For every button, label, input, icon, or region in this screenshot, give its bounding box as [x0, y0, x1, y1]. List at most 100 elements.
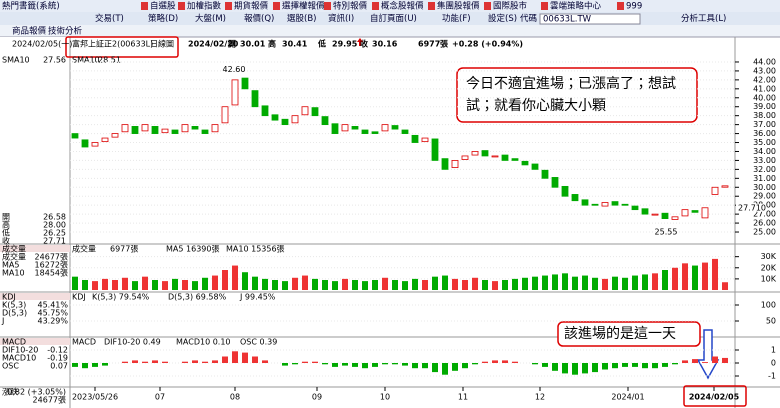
quote-volume: 6977 — [418, 40, 440, 49]
bookmark[interactable]: 自選股 — [150, 1, 176, 12]
osc-bar — [302, 361, 308, 363]
panel-header: J 99.45% — [239, 293, 276, 302]
volume-bar — [492, 281, 498, 290]
panel-label: 成交量 — [2, 252, 26, 262]
candle — [591, 203, 599, 206]
y-tick-label: 37.00 — [753, 120, 776, 129]
y-tick-label: 36.00 — [753, 129, 776, 138]
candle — [411, 134, 419, 143]
osc-bar — [722, 357, 728, 363]
menu-item[interactable]: 選股(B) — [287, 13, 316, 24]
osc-bar — [452, 363, 458, 371]
volume-bar — [272, 280, 278, 290]
volume-bar — [212, 275, 218, 290]
candle — [581, 199, 589, 206]
panel-value: 18454張 — [35, 269, 68, 278]
volume-bar — [282, 281, 288, 290]
candle — [231, 79, 239, 106]
candle — [151, 126, 159, 134]
y-tick-label: 44.00 — [753, 57, 776, 66]
osc-bar — [92, 363, 98, 367]
volume-bar — [382, 277, 388, 290]
panel-value: -0.19 — [47, 354, 68, 363]
panel-title-bg — [0, 245, 70, 252]
volume-bar — [362, 281, 368, 290]
y-tick-label: 35.00 — [753, 138, 776, 147]
bookmark-bar — [0, 0, 780, 12]
bookmark[interactable]: 期貨報價 — [234, 1, 269, 12]
osc-bar — [542, 363, 548, 367]
candle — [161, 128, 169, 134]
quote-volume-unit: 張 — [440, 40, 449, 49]
symbol-label: 代碼 — [520, 13, 538, 24]
volume-bar — [512, 278, 518, 290]
note-box — [456, 67, 698, 123]
menu-item[interactable]: 大盤(M) — [195, 13, 226, 24]
y-tick-label: 33.00 — [753, 156, 776, 165]
menu-item[interactable]: 資訊(I) — [328, 13, 354, 24]
x-tick-label: 07 — [155, 393, 165, 402]
panel-title: KDJ — [2, 293, 16, 302]
panel-title: MACD — [2, 338, 26, 347]
bookmark[interactable]: 概念股報價 — [381, 1, 424, 12]
osc-bar — [712, 356, 718, 363]
bookmark[interactable]: 999 — [626, 2, 642, 12]
bookmark[interactable]: 雲端策略中心 — [550, 1, 602, 12]
menu-item[interactable]: 功能(F) — [442, 13, 471, 24]
tab[interactable]: 商品報價 — [12, 26, 47, 37]
osc-bar — [532, 363, 538, 365]
osc-bar — [162, 361, 168, 363]
osc-bar — [262, 360, 268, 363]
osc-bar — [592, 363, 598, 373]
osc-bar — [232, 351, 238, 363]
menu-item[interactable]: 報價(Q) — [244, 14, 274, 24]
panel-label: OSC — [2, 362, 19, 371]
volume-bar — [702, 262, 708, 290]
volume-bar — [302, 275, 308, 290]
candle — [331, 123, 339, 134]
candle — [521, 160, 529, 166]
tab[interactable]: 技術分析 — [48, 26, 83, 37]
menu-item[interactable]: 自訂頁面(U) — [370, 13, 417, 24]
bookmark[interactable]: 特別報價 — [333, 1, 368, 12]
tools-menu[interactable]: 分析工具(L) — [681, 13, 726, 24]
x-tick-label: 11 — [458, 393, 468, 402]
sma-value: 28.51 — [98, 56, 121, 65]
bookmark[interactable]: 集團股報價 — [437, 1, 480, 12]
panel-title-bg — [0, 293, 70, 300]
panel-header: D(5,3) 69.58% — [168, 293, 227, 302]
volume-bar — [472, 277, 478, 290]
y-tick-label: 0 — [771, 359, 776, 368]
osc-bar — [132, 360, 138, 363]
osc-bar — [432, 363, 438, 373]
note-box — [557, 321, 701, 347]
bookmark[interactable]: 選擇權報價 — [282, 1, 325, 12]
panel-header: DIF10-20 0.49 — [104, 338, 161, 347]
osc-bar — [402, 363, 408, 366]
volume-bar — [592, 277, 598, 290]
symbol-input[interactable] — [539, 13, 641, 25]
osc-bar — [632, 363, 638, 367]
candle — [391, 125, 399, 130]
volume-bar — [372, 280, 378, 290]
note: 該進場的是這一天 — [564, 325, 676, 342]
window-title: 熱門書籤(系統) — [2, 1, 60, 12]
bookmark-icon — [225, 2, 232, 10]
candle — [501, 154, 509, 161]
bookmark-icon — [178, 2, 185, 10]
menu-item[interactable]: 策略(D) — [148, 13, 178, 24]
volume-bar — [672, 267, 678, 290]
osc-bar — [612, 363, 618, 369]
bookmark[interactable]: 國際股市 — [493, 1, 528, 12]
menu-item[interactable]: 設定(S) — [488, 13, 517, 24]
menu-item[interactable]: 交易(T) — [95, 13, 124, 24]
cursor-change-label: 漲跌 — [2, 387, 18, 397]
volume-bar — [392, 280, 398, 290]
bookmark-icon — [324, 2, 331, 10]
osc-bar — [192, 360, 198, 363]
bookmark[interactable]: 加權指數 — [187, 1, 222, 12]
osc-bar — [672, 363, 678, 365]
volume-bar — [312, 278, 318, 290]
candle — [281, 118, 289, 126]
candle — [311, 107, 319, 117]
